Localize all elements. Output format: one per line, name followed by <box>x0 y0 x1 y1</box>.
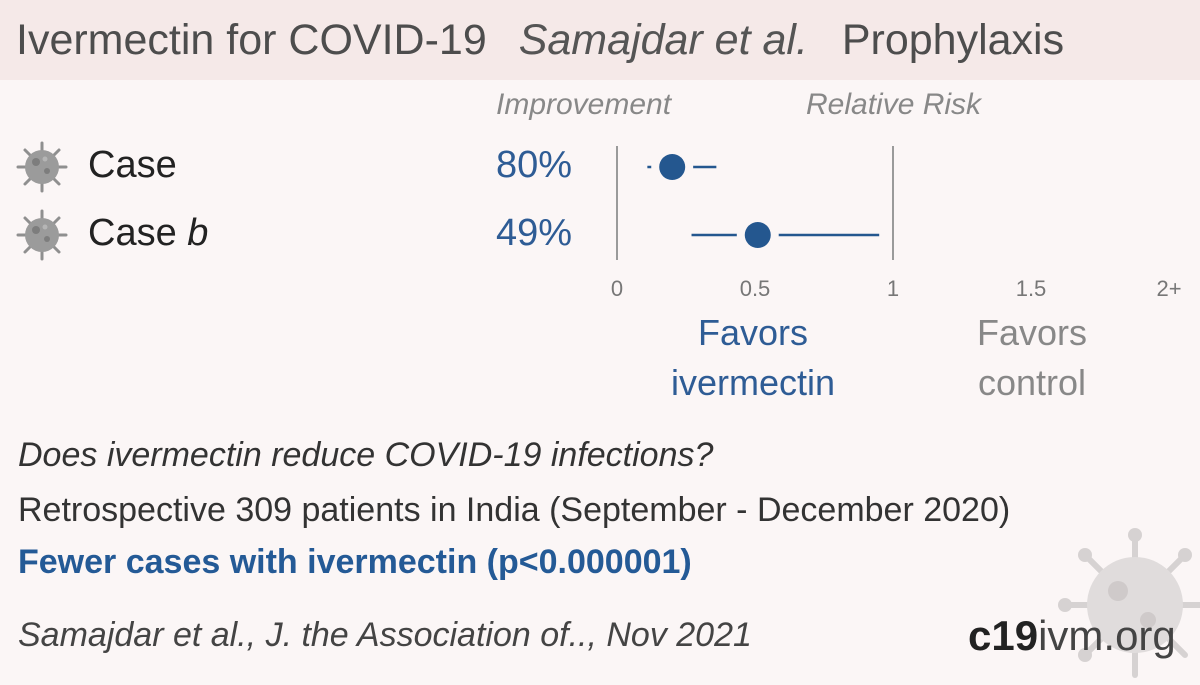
favors-ivermectin-label: Favors ivermectin <box>670 312 836 403</box>
improvement-value-case: 80% <box>496 144 573 186</box>
study-question: Does ivermectin reduce COVID-19 infectio… <box>18 436 714 474</box>
brand-logo: c19ivm.org <box>968 612 1176 659</box>
x-tick-label: 1 <box>887 276 899 301</box>
virus-watermark-icon <box>1058 528 1200 678</box>
row-label-case: Case <box>88 144 177 186</box>
x-tick-label: 2+ <box>1156 276 1181 301</box>
row-label-case-b: Case b <box>88 212 209 254</box>
title-category: Prophylaxis <box>841 16 1065 64</box>
virus-icon <box>16 209 68 261</box>
study-design: Retrospective 309 patients in India (Sep… <box>18 491 1011 529</box>
x-tick-label: 0.5 <box>740 276 771 301</box>
forest-plot: 0 0.5 1 1.5 2+ <box>611 146 1182 301</box>
study-result: Fewer cases with ivermectin (p<0.000001) <box>18 543 692 581</box>
point-estimate <box>744 222 771 248</box>
title-authors: Samajdar et al. <box>518 16 808 64</box>
relative-risk-column-header: Relative Risk <box>806 88 982 121</box>
title-band <box>0 0 1200 80</box>
x-tick-label: 1.5 <box>1016 276 1047 301</box>
improvement-value-case-b: 49% <box>496 212 573 254</box>
citation: Samajdar et al., J. the Association of..… <box>18 616 752 654</box>
page-title: Ivermectin for COVID-19 Samajdar et al. … <box>16 8 1064 72</box>
point-estimate <box>659 154 686 180</box>
favors-control-label: Favors control <box>976 312 1088 403</box>
title-main: Ivermectin for COVID-19 <box>16 16 487 64</box>
x-tick-label: 0 <box>611 276 623 301</box>
improvement-column-header: Improvement <box>496 88 672 121</box>
virus-icon <box>16 141 68 193</box>
